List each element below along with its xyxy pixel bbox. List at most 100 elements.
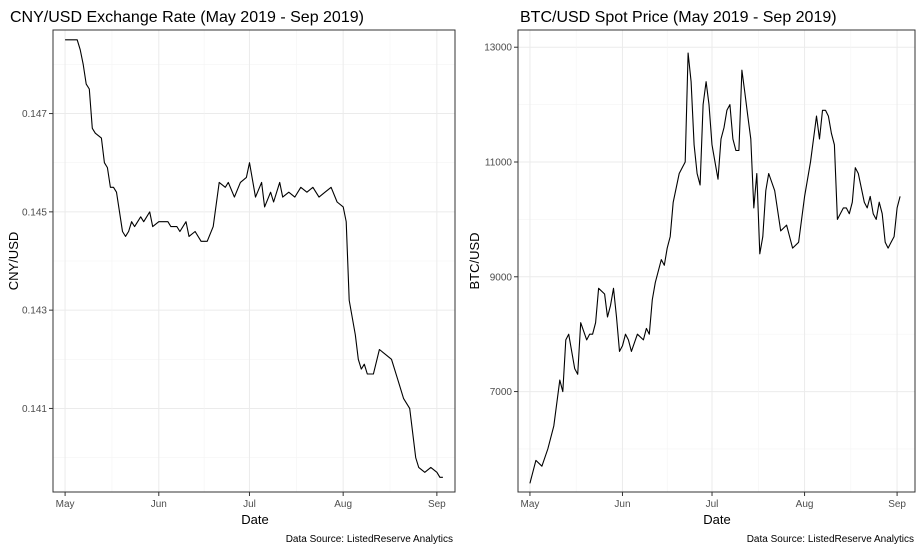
btc-usd-point (728, 103, 731, 106)
btc-usd-point (755, 172, 758, 175)
btc-usd-point (624, 333, 627, 336)
cny-usd-point (133, 225, 136, 228)
cny-usd-point (239, 181, 242, 184)
cny-usd-point (109, 186, 112, 189)
btc-usd-point (627, 338, 630, 341)
btc-usd-point (579, 321, 582, 324)
cny-usd-point (103, 161, 106, 164)
btc-usd-point (767, 172, 770, 175)
btc-usd-point (594, 321, 597, 324)
cny-usd-point (324, 191, 327, 194)
cny-usd-point (435, 471, 438, 474)
cny-usd-point (441, 476, 444, 479)
cny-usd-point (354, 333, 357, 336)
plot-panel (517, 29, 916, 493)
btc-usd-point (567, 333, 570, 336)
btc-usd-point (836, 218, 839, 221)
btc-usd-point (878, 201, 881, 204)
cny-usd-point (218, 181, 221, 184)
btc-usd-line (529, 52, 901, 484)
btc-usd-point (875, 218, 878, 221)
cny-usd-point (248, 161, 251, 164)
cny-usd-point (106, 166, 109, 169)
cny-usd-point (287, 191, 290, 194)
btc-usd-point (743, 92, 746, 95)
cny-usd-point (272, 201, 275, 204)
cny-usd-point (79, 48, 82, 51)
btc-usd-point (663, 264, 666, 267)
btc-usd-point (690, 80, 693, 83)
cny-usd-point (269, 191, 272, 194)
cny-usd-point (366, 373, 369, 376)
btc-usd-point (621, 344, 624, 347)
x-tick-label: Jul (243, 499, 256, 510)
x-tick-label: May (56, 499, 75, 510)
cny-usd-point (157, 220, 160, 223)
btc-usd-point (869, 195, 872, 198)
cny-usd-point (76, 38, 79, 41)
cny-usd-point (342, 205, 345, 208)
y-tick-label: 0.143 (22, 306, 47, 317)
cny-usd-point (396, 378, 399, 381)
grid-lines (518, 30, 915, 492)
cny-usd-point (384, 353, 387, 356)
cny-usd-point (145, 215, 148, 218)
x-tick-label: May (520, 499, 539, 510)
btc-usd-point (764, 189, 767, 192)
btc-usd-point (699, 184, 702, 187)
cny-usd-point (348, 299, 351, 302)
btc-usd-point (821, 109, 824, 112)
btc-usd-point (731, 138, 734, 141)
cny-usd-chart: CNY/USD Exchange Rate (May 2019 - Sep 20… (6, 9, 456, 545)
btc-usd-point (708, 103, 711, 106)
cny-usd-point (263, 205, 266, 208)
btc-usd-point (857, 172, 860, 175)
btc-usd-point (609, 304, 612, 307)
cny-usd-point (402, 397, 405, 400)
btc-usd-point (896, 206, 899, 209)
btc-usd-point (696, 172, 699, 175)
btc-usd-point (842, 206, 845, 209)
data-points (64, 38, 445, 479)
btc-usd-point (872, 212, 875, 215)
btc-usd-point (561, 390, 564, 393)
plot-panel (52, 29, 456, 493)
btc-usd-point (678, 172, 681, 175)
btc-usd-point (863, 201, 866, 204)
cny-usd-point (245, 176, 248, 179)
btc-usd-point (687, 52, 690, 55)
btc-usd-point (803, 195, 806, 198)
cny-usd-point (305, 191, 308, 194)
btc-usd-point (651, 298, 654, 301)
data-source-caption: Data Source: ListedReserve Analytics (286, 534, 453, 545)
btc-usd-point (603, 293, 606, 296)
btc-usd-point (797, 241, 800, 244)
y-axis-title: BTC/USD (467, 232, 482, 289)
cny-usd-point (378, 348, 381, 351)
cny-usd-point (188, 235, 191, 238)
cny-usd-point (151, 225, 154, 228)
btc-usd-point (546, 448, 549, 451)
btc-usd-point (752, 206, 755, 209)
btc-usd-point (887, 247, 890, 250)
btc-usd-point (693, 143, 696, 146)
btc-usd-point (791, 247, 794, 250)
y-axis-title: CNY/USD (6, 232, 21, 291)
cny-usd-point (423, 471, 426, 474)
cny-usd-point (124, 235, 127, 238)
x-tick-label: Sep (888, 499, 906, 510)
y-tick-label: 7000 (490, 387, 513, 398)
btc-usd-point (830, 132, 833, 135)
btc-usd-point (809, 161, 812, 164)
btc-usd-point (591, 333, 594, 336)
x-tick-label: Aug (796, 499, 814, 510)
cny-usd-point (233, 196, 236, 199)
cny-usd-point (127, 230, 130, 233)
cny-usd-point (163, 220, 166, 223)
chart-title: BTC/USD Spot Price (May 2019 - Sep 2019) (520, 9, 837, 26)
cny-usd-point (178, 230, 181, 233)
btc-usd-point (815, 115, 818, 118)
cny-usd-point (100, 137, 103, 140)
btc-usd-point (702, 103, 705, 106)
